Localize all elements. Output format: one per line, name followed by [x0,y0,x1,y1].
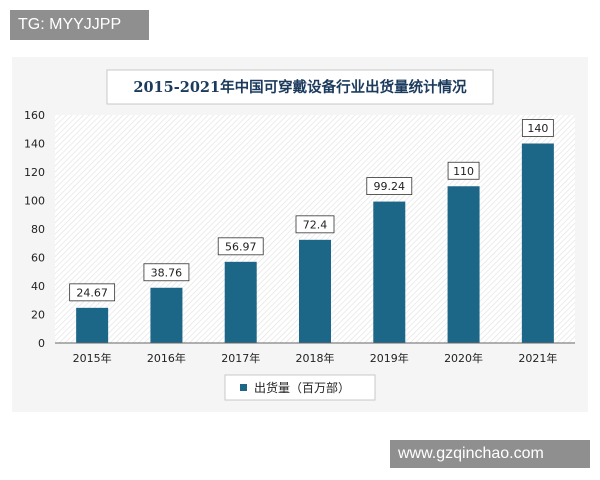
data-label-box [69,283,116,302]
y-tick-label: 40 [31,280,45,293]
bars-group: 24.67 38.76 56.97 72.4 99.24 110 140 [69,119,554,343]
x-tick-label: 2021年 [518,351,557,365]
title-box [106,69,494,105]
y-axis: 0 20 40 60 80 100 120 140 160 [24,109,45,350]
x-axis: 2015年 2016年 2017年 2018年 2019年 2020年 2021年 [73,351,558,365]
data-label: 110 [453,165,474,178]
bar [373,201,406,343]
x-tick-label: 2017年 [221,351,260,365]
data-label-box [143,263,190,282]
chart-title: 2015-2021年中国可穿戴设备行业出货量统计情况 [133,78,467,96]
y-tick-label: 20 [31,309,45,322]
x-tick-label: 2019年 [370,351,409,365]
bar [521,143,554,343]
data-label-box [447,161,480,180]
legend-label: 出货量（百万部） [254,380,350,395]
data-label: 56.97 [225,240,257,253]
bar [76,307,109,343]
legend-swatch [240,384,247,391]
data-label-box [521,119,554,137]
x-tick-label: 2020年 [444,351,483,365]
y-tick-label: 160 [24,109,45,122]
bar [447,186,480,343]
data-label: 140 [527,122,548,135]
data-label: 38.76 [151,266,183,279]
y-tick-label: 120 [24,166,45,179]
x-tick-label: 2016年 [147,351,186,365]
watermark-top: TG: MYYJJPP [10,10,149,40]
bar [299,239,331,343]
bar [150,287,183,343]
legend-box [224,374,376,401]
y-tick-label: 100 [24,195,45,208]
data-label: 99.24 [374,180,406,193]
y-tick-label: 80 [31,223,45,236]
y-tick-label: 60 [31,252,45,265]
data-label-box [366,177,413,195]
data-label: 72.4 [303,218,328,231]
data-label-box [217,237,264,256]
data-label: 24.67 [76,286,108,299]
y-tick-label: 0 [38,337,45,350]
bar [224,261,257,343]
y-tick-label: 140 [24,138,45,151]
x-tick-label: 2018年 [296,351,335,365]
data-label-box [295,215,335,234]
x-tick-label: 2015年 [73,351,112,365]
watermark-bottom: www.gzqinchao.com [390,440,590,468]
